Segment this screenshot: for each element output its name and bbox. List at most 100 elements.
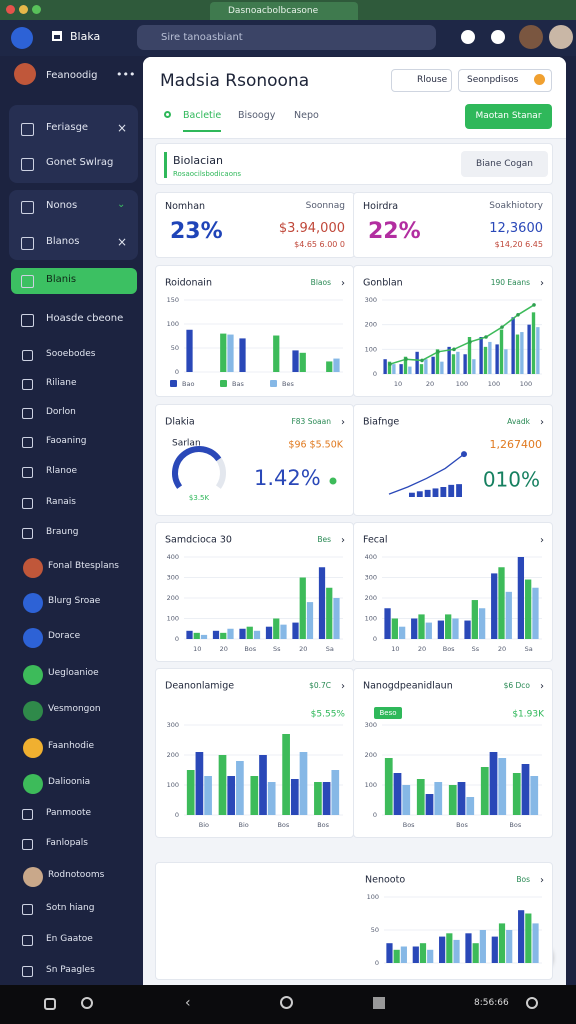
max-dot[interactable] bbox=[32, 5, 41, 14]
nav-item[interactable]: Gonet Swlrag bbox=[46, 157, 114, 168]
item-icon bbox=[22, 809, 33, 820]
chart-action[interactable]: $6 Dco bbox=[504, 681, 531, 690]
nav-item[interactable]: Dalioonia bbox=[48, 777, 91, 787]
nav-item[interactable]: En Gaatoe bbox=[46, 934, 93, 944]
nav-icon[interactable] bbox=[44, 998, 56, 1010]
bar bbox=[331, 770, 340, 815]
chart-action[interactable]: 190 Eaans bbox=[491, 278, 530, 287]
nav-item[interactable]: Sotn hiang bbox=[46, 903, 95, 913]
home-button[interactable] bbox=[280, 996, 293, 1009]
button[interactable]: Rlouse bbox=[391, 69, 452, 92]
bar bbox=[491, 936, 498, 963]
x-tick-label: Bos bbox=[456, 821, 468, 829]
chart: Nenooto Bos › 0 50 100 bbox=[365, 875, 544, 968]
nav-item[interactable]: Sn Paagles bbox=[46, 965, 95, 975]
avatar[interactable] bbox=[549, 25, 573, 49]
chart-action[interactable]: $0.7C bbox=[309, 681, 331, 690]
nav-item[interactable]: Rlanoe bbox=[46, 466, 78, 476]
logo[interactable] bbox=[11, 27, 33, 49]
chevron: › bbox=[341, 417, 345, 428]
nav-item[interactable]: Fonal Btesplans bbox=[48, 561, 119, 571]
chart-action[interactable]: F83 Soaan bbox=[291, 417, 331, 426]
line-point bbox=[420, 358, 424, 363]
tab[interactable]: Nepo bbox=[294, 110, 319, 121]
badge bbox=[534, 74, 545, 85]
chevron: › bbox=[540, 417, 544, 428]
bar bbox=[186, 630, 193, 639]
bar bbox=[431, 356, 435, 374]
nav-item[interactable]: Hoasde cbeone bbox=[46, 313, 124, 324]
nav-item[interactable]: Vesmongon bbox=[48, 704, 101, 714]
nav-item[interactable]: Sooebodes bbox=[46, 349, 96, 359]
nav-item[interactable]: Braung bbox=[46, 527, 79, 537]
stat-value: 23% bbox=[170, 219, 223, 244]
nav-icon[interactable] bbox=[81, 997, 93, 1009]
bar bbox=[465, 933, 472, 963]
chart-title: Nenooto bbox=[365, 875, 405, 886]
x-tick-label: 20 bbox=[299, 645, 307, 653]
system-nav: ‹ 8:56:66 bbox=[0, 985, 576, 1024]
nav-item[interactable]: Dorace bbox=[48, 631, 81, 641]
bar bbox=[384, 608, 391, 639]
notify-button[interactable] bbox=[491, 30, 505, 44]
nav-item[interactable]: Panmoote bbox=[46, 808, 92, 818]
y-tick-label: 100 bbox=[365, 781, 377, 789]
primary-button[interactable]: Maotan Stanar bbox=[465, 104, 552, 129]
banner-button[interactable]: Biane Cogan bbox=[461, 151, 548, 177]
bar bbox=[318, 567, 326, 639]
nav-item[interactable]: Blanos bbox=[46, 236, 80, 247]
bar bbox=[488, 341, 492, 374]
bar bbox=[282, 734, 290, 815]
recents-button[interactable] bbox=[373, 997, 385, 1009]
nav-item[interactable]: Ranais bbox=[46, 497, 76, 507]
icon-button[interactable] bbox=[461, 30, 475, 44]
bar bbox=[193, 632, 200, 639]
nav-group bbox=[9, 105, 138, 183]
nav-item[interactable]: Nonos bbox=[46, 200, 78, 211]
avatar[interactable] bbox=[519, 25, 543, 49]
min-dot[interactable] bbox=[19, 5, 28, 14]
status-icon bbox=[526, 997, 538, 1009]
home-icon[interactable] bbox=[52, 31, 62, 41]
item-avatar bbox=[23, 701, 43, 721]
nav-item[interactable]: Dorlon bbox=[46, 407, 76, 417]
active-tab[interactable]: Dasnoacbolbcasone bbox=[210, 2, 358, 20]
chart-action[interactable]: Avadk bbox=[507, 417, 530, 426]
chart-action[interactable]: Blaos bbox=[311, 278, 331, 287]
nav-item[interactable]: Blanis bbox=[46, 274, 77, 285]
close-dot[interactable] bbox=[6, 5, 15, 14]
x-tick-label: Bio bbox=[199, 821, 209, 829]
search-field[interactable]: Sire tanoasbiant bbox=[137, 25, 436, 50]
bar bbox=[250, 776, 259, 815]
nav-item[interactable]: Faanhodie bbox=[48, 741, 95, 751]
search-icon[interactable] bbox=[164, 111, 171, 118]
y-tick-label: 200 bbox=[167, 751, 179, 759]
tab[interactable]: Bisoogy bbox=[238, 110, 276, 121]
bar bbox=[267, 782, 276, 815]
nav-item[interactable]: Riliane bbox=[46, 378, 77, 388]
bar bbox=[326, 587, 333, 639]
address-bar: Blaka Sire tanoasbiant bbox=[0, 20, 576, 56]
chart-action[interactable]: Bes bbox=[317, 535, 331, 544]
nav-item[interactable]: Uegloanioe bbox=[48, 668, 99, 678]
item-avatar bbox=[23, 665, 43, 685]
more-icon[interactable]: ••• bbox=[116, 68, 136, 81]
chart-action[interactable]: Bos bbox=[516, 875, 530, 884]
x-tick-label: Bos bbox=[509, 821, 521, 829]
bar bbox=[419, 943, 427, 963]
back-button[interactable]: ‹ bbox=[185, 995, 191, 1011]
bar bbox=[411, 618, 418, 639]
nav-item[interactable]: Fanlopals bbox=[46, 838, 88, 848]
nav-item[interactable]: Faoaning bbox=[46, 436, 87, 446]
nav-item[interactable]: Feriasge bbox=[46, 122, 89, 133]
bar bbox=[517, 557, 525, 639]
stat-label: Hoirdra bbox=[363, 201, 399, 212]
bar bbox=[427, 949, 434, 963]
bar bbox=[239, 338, 246, 372]
tab[interactable]: Bacletie bbox=[183, 110, 222, 132]
status-dot bbox=[329, 477, 337, 485]
nav-item[interactable]: Rodnotooms bbox=[48, 870, 105, 880]
x-tick-label: Bos bbox=[277, 821, 289, 829]
button[interactable]: Seonpdisos bbox=[458, 69, 552, 92]
nav-item[interactable]: Blurg Sroae bbox=[48, 596, 101, 606]
